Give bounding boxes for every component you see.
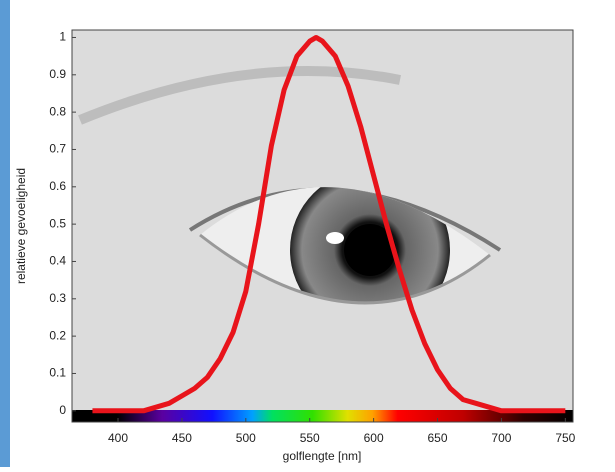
x-axis-label: golflengte [nm] [283, 449, 362, 463]
y-tick-label: 0.7 [49, 142, 66, 156]
x-tick-label: 750 [555, 431, 575, 445]
y-tick-label: 0.9 [49, 67, 66, 81]
x-tick-label: 400 [108, 431, 128, 445]
y-tick-label: 0.3 [49, 291, 66, 305]
y-tick-label: 0.5 [49, 216, 66, 230]
y-tick-label: 0.8 [49, 104, 66, 118]
y-tick-label: 0 [59, 403, 66, 417]
y-tick-label: 1 [59, 30, 66, 44]
background-photo [72, 30, 573, 422]
y-tick-label: 0.4 [49, 254, 66, 268]
side-strip [0, 0, 10, 467]
x-tick-label: 650 [428, 431, 448, 445]
y-tick-label: 0.2 [49, 328, 66, 342]
y-tick-label: 0.6 [49, 179, 66, 193]
y-tick-label: 0.1 [49, 366, 66, 380]
x-tick-label: 500 [236, 431, 256, 445]
x-tick-label: 550 [300, 431, 320, 445]
x-tick-label: 600 [364, 431, 384, 445]
y-axis-label: relatieve gevoeligheid [14, 168, 28, 284]
x-tick-label: 450 [172, 431, 192, 445]
x-tick-label: 700 [491, 431, 511, 445]
screen: golflengte [nm] relatieve gevoeligheid 0… [0, 0, 615, 467]
